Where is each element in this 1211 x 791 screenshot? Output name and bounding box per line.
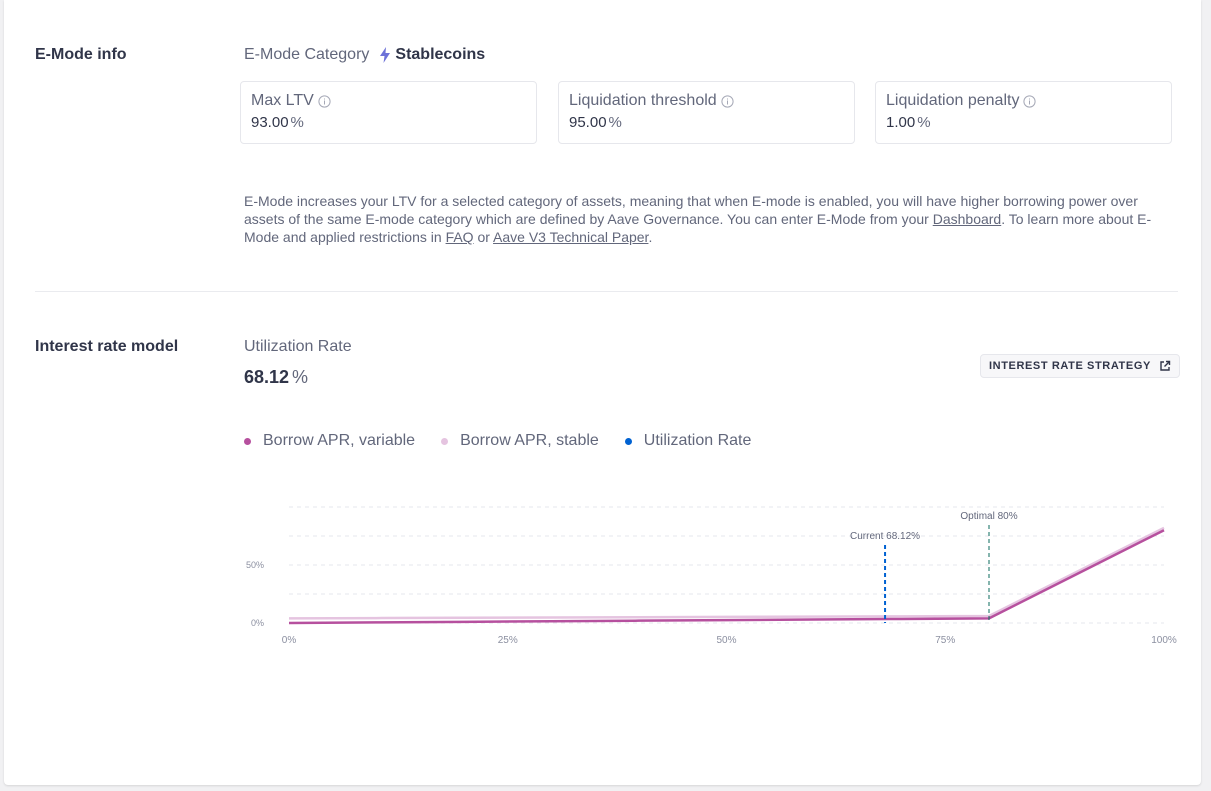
- x-tick-label: 25%: [498, 635, 518, 646]
- utilization-rate-value: 68.12%: [244, 367, 309, 387]
- interest-section-title: Interest rate model: [35, 338, 179, 355]
- interest-rate-strategy-label: INTEREST RATE STRATEGY: [989, 360, 1151, 372]
- legend-dot: [441, 437, 449, 445]
- emode-category-name: Stablecoins: [395, 46, 486, 63]
- legend-item-utilization: Utilization Rate: [624, 432, 751, 450]
- section-divider: [35, 291, 1178, 292]
- x-tick-label: 100%: [1151, 635, 1177, 646]
- series-line-variable: [288, 529, 1165, 625]
- interest-rate-chart: 0% 50% 0% 25% 50% 75% 100% Current 68.12% Optima…: [246, 506, 1177, 646]
- max-ltv-unit: %: [290, 114, 304, 131]
- y-tick-label: 50%: [246, 560, 264, 570]
- x-tick-label: 50%: [716, 635, 736, 646]
- legend-item-stable: Borrow APR, stable: [441, 432, 599, 450]
- legend-item-variable: Borrow APR, variable: [244, 432, 415, 450]
- liquidation-penalty-unit: %: [917, 114, 931, 131]
- liquidation-threshold-card: Liquidation threshold 95.00%: [558, 81, 855, 144]
- liquidation-penalty-card: Liquidation penalty 1.00%: [875, 81, 1172, 144]
- reserve-details-panel: E-Mode info E-Mode Category Stablecoins …: [4, 0, 1201, 785]
- utilization-rate-label: Utilization Rate: [244, 338, 352, 355]
- x-tick-label: 0%: [282, 635, 297, 646]
- series-line-stable: [288, 526, 1165, 620]
- legend-dot: [244, 437, 251, 445]
- chart-legend: Borrow APR, variable Borrow APR, stable …: [244, 432, 777, 450]
- liquidation-threshold-value: 95.00: [569, 114, 607, 131]
- emode-section-title: E-Mode info: [35, 46, 127, 63]
- legend-dot: [624, 437, 632, 445]
- max-ltv-value: 93.00: [251, 114, 289, 131]
- technical-paper-link[interactable]: Aave V3 Technical Paper: [493, 229, 649, 245]
- external-link-icon: [1159, 360, 1171, 372]
- annotation-label: Current 68.12%: [850, 531, 920, 542]
- faq-link[interactable]: FAQ: [445, 229, 474, 245]
- y-tick-label: 0%: [251, 618, 264, 628]
- liquidation-threshold-unit: %: [608, 114, 622, 131]
- liquidation-penalty-label: Liquidation penalty: [886, 92, 1020, 109]
- liquidation-penalty-value: 1.00: [886, 114, 916, 131]
- emode-category: E-Mode Category Stablecoins: [244, 46, 485, 64]
- max-ltv-card: Max LTV 93.00%: [240, 81, 537, 144]
- liquidation-threshold-label: Liquidation threshold: [569, 92, 717, 109]
- emode-description: E-Mode increases your LTV for a selected…: [244, 193, 1152, 245]
- interest-rate-strategy-button[interactable]: INTEREST RATE STRATEGY: [980, 354, 1180, 378]
- emode-category-label: E-Mode Category: [244, 46, 370, 63]
- max-ltv-label: Max LTV: [251, 92, 314, 109]
- info-icon[interactable]: [721, 94, 734, 108]
- annotation-label: Optimal 80%: [960, 511, 1017, 522]
- lightning-icon: [379, 47, 391, 63]
- info-icon[interactable]: [1023, 94, 1037, 108]
- info-icon[interactable]: [318, 94, 331, 108]
- x-tick-label: 75%: [935, 635, 955, 646]
- dashboard-link[interactable]: Dashboard: [932, 211, 1002, 227]
